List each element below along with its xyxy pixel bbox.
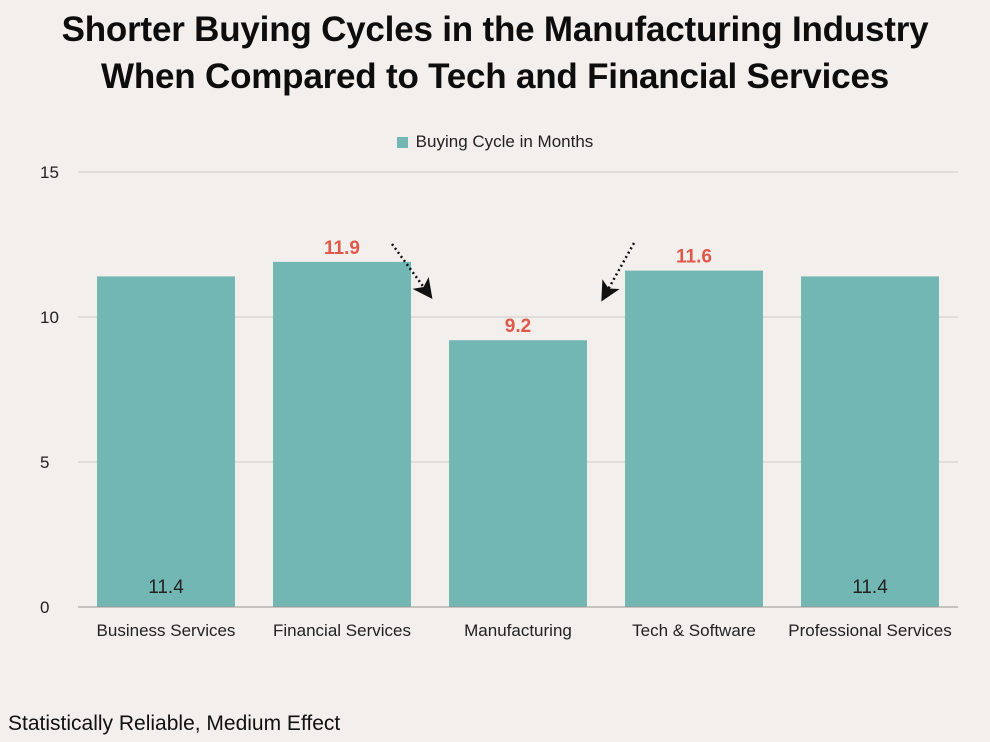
- y-tick-label: 0: [40, 598, 49, 617]
- x-tick-label: Financial Services: [273, 621, 411, 640]
- legend-swatch: [396, 136, 408, 148]
- bar-1: [273, 261, 411, 607]
- x-tick-label: Business Services: [97, 621, 236, 640]
- x-tick-label: Professional Services: [788, 621, 951, 640]
- footnote: Statistically Reliable, Medium Effect: [8, 712, 341, 735]
- bar-2: [449, 340, 587, 607]
- bar-3: [625, 270, 763, 607]
- chart-title-line-2: When Compared to Tech and Financial Serv…: [101, 57, 889, 96]
- x-tick-label: Tech & Software: [632, 621, 756, 640]
- bar-4: [801, 276, 939, 607]
- data-label: 11.6: [676, 247, 712, 268]
- y-tick-label: 10: [40, 308, 59, 327]
- data-label: 9.2: [505, 316, 531, 337]
- chart-legend: Buying Cycle in Months: [0, 132, 990, 152]
- legend-label: Buying Cycle in Months: [415, 132, 594, 151]
- y-tick-label: 5: [40, 453, 49, 472]
- data-label: 11.4: [148, 577, 184, 598]
- y-tick-label: 15: [40, 163, 59, 182]
- chart-title: Shorter Buying Cycles in the Manufacturi…: [0, 6, 990, 100]
- data-label: 11.4: [852, 577, 888, 598]
- data-label: 11.9: [324, 238, 360, 259]
- x-tick-label: Manufacturing: [464, 621, 572, 640]
- annotation-arrow-left: [390, 243, 433, 300]
- bar-0: [97, 276, 235, 607]
- chart-title-line-1: Shorter Buying Cycles in the Manufacturi…: [61, 10, 929, 49]
